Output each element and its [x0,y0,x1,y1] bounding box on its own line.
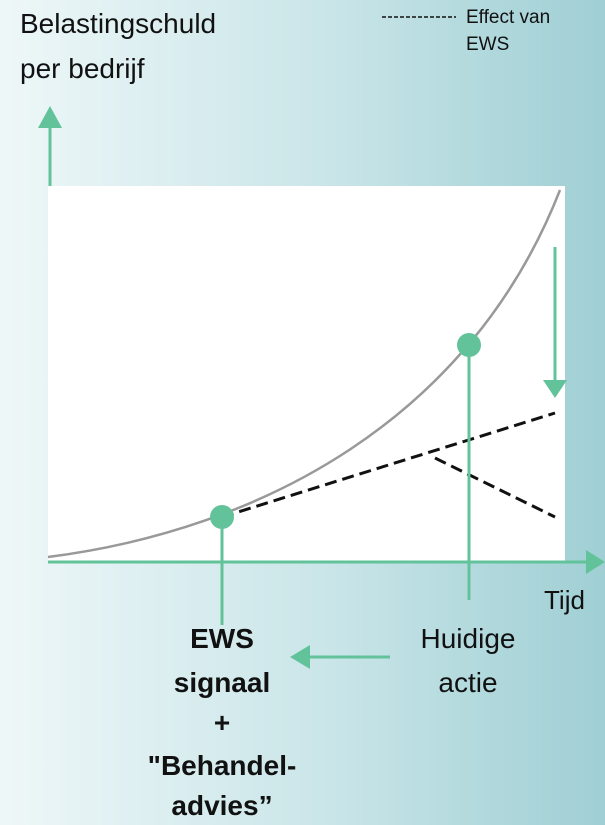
ews-label: EWS [190,623,254,654]
axes [38,106,605,574]
current-action: Huidige actie [421,623,516,698]
current-label: actie [438,667,497,698]
ews-label: + [214,707,230,738]
ews-label: "Behandel- [148,750,297,781]
ews-label: signaal [174,667,270,698]
x-axis-label: Tijd [544,585,585,615]
y-axis-label: Belastingschuld [20,8,216,39]
ews-label: advies” [171,790,272,821]
ews-advice: EWS signaal + "Behandel- advies” [148,623,297,821]
y-axis-label: per bedrijf [20,53,145,84]
legend-label: Effect van [466,7,550,28]
growth-curve [47,189,562,559]
effect-lines [221,411,556,519]
current-label: Huidige [421,623,516,654]
legend-label: EWS [466,34,509,55]
markers [210,247,567,669]
plot-area [48,186,565,562]
